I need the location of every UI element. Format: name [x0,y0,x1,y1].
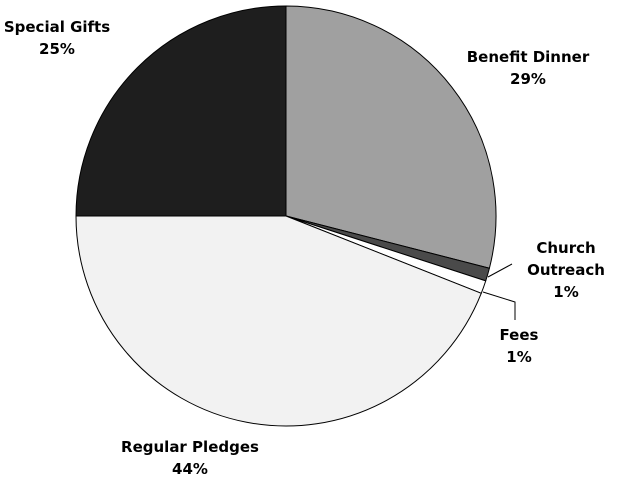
slice-label-fees: Fees 1% [500,326,539,366]
pie-slice-regular-pledges [75,215,482,427]
slice-labels: Benefit Dinner 29% Church Outreach 1% Fees 1% R… [4,18,605,478]
slice-label-benefit-dinner: Benefit Dinner 29% [467,48,590,88]
leader-line-fees [482,291,516,320]
leader-line-church-outreach [487,263,513,278]
slice-label-church-outreach: Church Outreach 1% [527,239,605,301]
slice-name-label: Special Gifts [4,18,110,36]
slice-name-label: Outreach [527,261,605,279]
slice-name-label: Regular Pledges [121,438,259,456]
slice-value-label: 1% [506,348,531,366]
pie-slice-benefit-dinner [285,5,497,269]
slice-label-regular-pledges: Regular Pledges 44% [121,438,259,478]
slice-value-label: 44% [172,460,208,478]
slice-name-label: Benefit Dinner [467,48,590,66]
pie-slices [75,5,497,427]
slice-label-special-gifts: Special Gifts 25% [4,18,110,58]
pie-slice-special-gifts [75,5,287,217]
leader-lines [482,263,516,320]
slice-name-label: Fees [500,326,539,344]
slice-value-label: 25% [39,40,75,58]
slice-value-label: 29% [510,70,546,88]
slice-value-label: 1% [553,283,578,301]
slice-name-label: Church [536,239,595,257]
